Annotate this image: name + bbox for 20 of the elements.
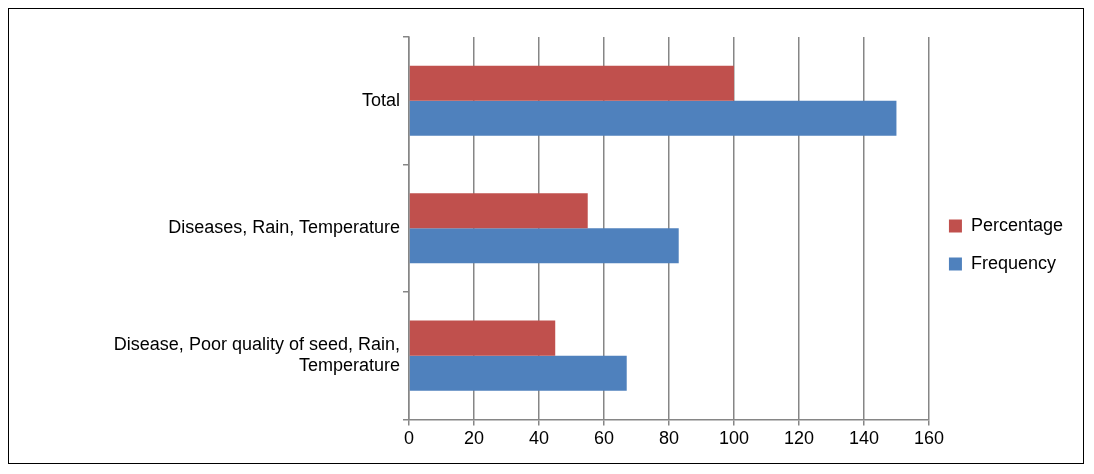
bar xyxy=(409,65,734,101)
bar xyxy=(409,193,588,229)
x-tick-label: 60 xyxy=(593,428,614,449)
x-tick-label: 140 xyxy=(848,428,879,449)
y-tick-label: Diseases, Rain, Temperature xyxy=(168,217,400,238)
bar xyxy=(409,320,556,356)
x-tick-label: 160 xyxy=(913,428,944,449)
x-tick-label: 20 xyxy=(463,428,485,449)
x-tick-label: 80 xyxy=(658,428,679,449)
x-tick-label: 100 xyxy=(718,428,749,449)
legend-label: Frequency xyxy=(970,252,1056,273)
x-tick-label: 120 xyxy=(783,428,814,449)
x-tick-label: 40 xyxy=(528,428,549,449)
bar xyxy=(409,355,627,391)
y-tick-label: Disease, Poor quality of seed, Rain, Temperature xyxy=(113,333,400,376)
y-tick-label: Total xyxy=(361,89,400,110)
x-tick-label: 0 xyxy=(403,428,415,449)
bar xyxy=(409,228,679,264)
legend-label: Percentage xyxy=(970,214,1064,235)
bar xyxy=(409,100,897,136)
